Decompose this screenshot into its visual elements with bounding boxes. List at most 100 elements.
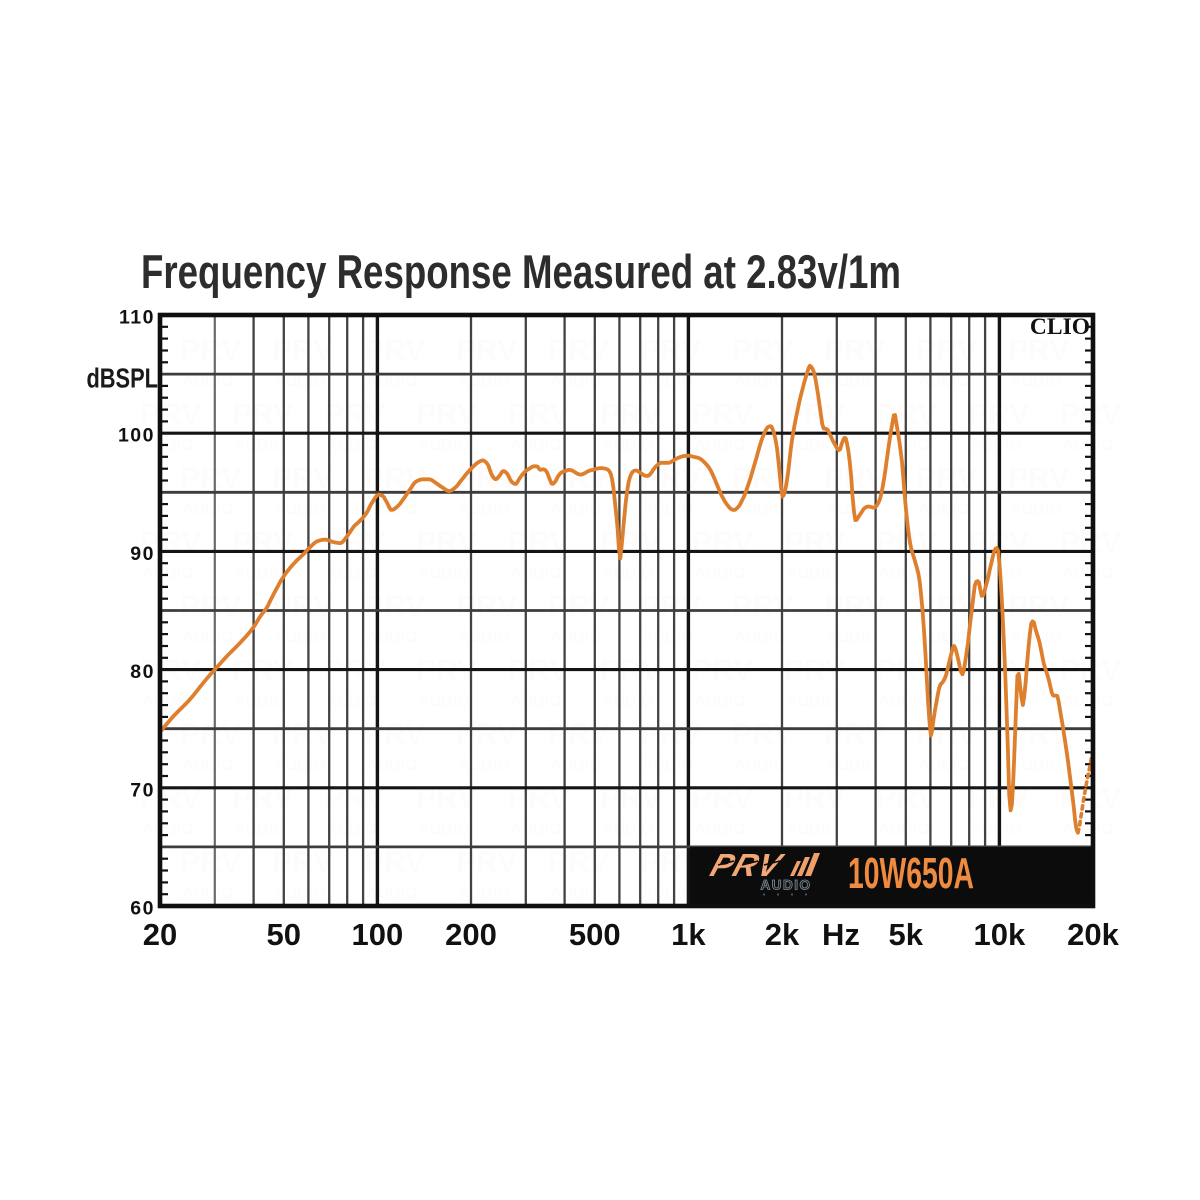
svg-text:PRV: PRV [364,334,425,367]
svg-text:PRV: PRV [1060,398,1121,431]
svg-text:AUDIO: AUDIO [826,757,878,774]
svg-text:AUDIO: AUDIO [274,501,326,518]
svg-text:CLIO: CLIO [1030,314,1090,340]
svg-text:AUDIO: AUDIO [694,565,746,582]
svg-text:90: 90 [130,543,155,565]
svg-text:AUDIO: AUDIO [458,757,510,774]
svg-text:PRV: PRV [916,462,977,495]
svg-text:20k: 20k [1067,917,1119,952]
svg-text:110: 110 [119,307,155,329]
svg-text:AUDIO: AUDIO [1062,565,1114,582]
svg-text:100: 100 [118,425,155,447]
svg-text:AUDIO: AUDIO [510,821,562,838]
svg-text:80: 80 [130,661,155,683]
svg-text:AUDIO: AUDIO [366,757,418,774]
svg-text:50: 50 [267,917,301,952]
svg-text:AUDIO: AUDIO [642,629,694,646]
svg-text:PRV: PRV [180,846,241,879]
svg-text:AUDIO: AUDIO [602,565,654,582]
svg-text:PRV: PRV [692,398,753,431]
svg-text:PRV: PRV [548,590,609,623]
svg-text:PRV: PRV [732,590,793,623]
svg-text:AUDIO: AUDIO [826,373,878,390]
svg-text:PRV: PRV [1008,590,1069,623]
svg-text:AUDIO: AUDIO [642,501,694,518]
svg-text:AUDIO: AUDIO [970,437,1022,454]
svg-text:AUDIO: AUDIO [418,565,470,582]
svg-text:PRV: PRV [640,334,701,367]
svg-text:AUDIO: AUDIO [326,821,378,838]
svg-text:AUDIO: AUDIO [602,821,654,838]
svg-text:AUDIO: AUDIO [1062,693,1114,710]
svg-text:PRV: PRV [640,462,701,495]
svg-text:AUDIO: AUDIO [510,565,562,582]
svg-text:PRV: PRV [732,718,793,751]
svg-text:PRV: PRV [1060,526,1121,559]
svg-text:PRV: PRV [416,398,477,431]
svg-text:dBSPL: dBSPL [86,363,158,394]
svg-text:AUDIO: AUDIO [694,693,746,710]
svg-text:AUDIO: AUDIO [918,501,970,518]
svg-text:AUDIO: AUDIO [918,373,970,390]
svg-text:PRV: PRV [916,334,977,367]
svg-text:PRV: PRV [692,526,753,559]
svg-text:PRV: PRV [180,462,241,495]
svg-text:AUDIO: AUDIO [458,501,510,518]
svg-text:PRV: PRV [600,526,661,559]
svg-text:PRV: PRV [732,334,793,367]
svg-text:AUDIO: AUDIO [326,693,378,710]
svg-text:AUDIO: AUDIO [786,821,838,838]
svg-text:AUDIO: AUDIO [510,437,562,454]
svg-text:PRV: PRV [916,590,977,623]
svg-text:PRV: PRV [364,718,425,751]
svg-text:PRV: PRV [180,718,241,751]
svg-text:PRV: PRV [508,526,569,559]
svg-text:AUDIO: AUDIO [761,878,812,893]
svg-text:AUDIO: AUDIO [878,821,930,838]
svg-text:AUDIO: AUDIO [234,821,286,838]
svg-text:PRV: PRV [640,590,701,623]
svg-text:20: 20 [143,917,177,952]
svg-text:PRV: PRV [640,718,701,751]
svg-text:AUDIO: AUDIO [418,693,470,710]
svg-text:AUDIO: AUDIO [458,629,510,646]
svg-text:PRV: PRV [456,718,517,751]
svg-text:AUDIO: AUDIO [274,885,326,902]
svg-text:100: 100 [352,917,404,952]
svg-text:60: 60 [130,898,155,920]
svg-text:PRV: PRV [548,334,609,367]
svg-text:AUDIO: AUDIO [418,437,470,454]
svg-text:AUDIO: AUDIO [510,693,562,710]
svg-text:2k: 2k [765,917,800,952]
svg-text:AUDIO: AUDIO [734,757,786,774]
svg-text:PRV: PRV [364,462,425,495]
svg-text:AUDIO: AUDIO [274,629,326,646]
svg-text:10k: 10k [974,917,1026,952]
svg-text:10W650A: 10W650A [848,849,974,898]
svg-text:PRV: PRV [508,398,569,431]
svg-text:AUDIO: AUDIO [366,373,418,390]
svg-text:AUDIO: AUDIO [642,373,694,390]
svg-text:AUDIO: AUDIO [694,437,746,454]
svg-text:70: 70 [130,779,155,801]
svg-text:AUDIO: AUDIO [142,565,194,582]
svg-text:PRV: PRV [272,718,333,751]
svg-text:AUDIO: AUDIO [274,757,326,774]
svg-text:PRV: PRV [456,846,517,879]
svg-text:AUDIO: AUDIO [326,565,378,582]
svg-text:PRV: PRV [272,334,333,367]
svg-text:AUDIO: AUDIO [234,565,286,582]
svg-text:AUDIO: AUDIO [274,373,326,390]
svg-text:AUDIO: AUDIO [1010,373,1062,390]
svg-text:PRV: PRV [180,590,241,623]
svg-text:PRV: PRV [180,334,241,367]
svg-text:AUDIO: AUDIO [418,821,470,838]
svg-text:AUDIO: AUDIO [182,629,234,646]
svg-text:PRV: PRV [548,718,609,751]
svg-text:AUDIO: AUDIO [642,885,694,902]
svg-text:AUDIO: AUDIO [642,757,694,774]
svg-text:AUDIO: AUDIO [602,437,654,454]
svg-text:AUDIO: AUDIO [786,693,838,710]
svg-text:AUDIO: AUDIO [602,693,654,710]
svg-text:AUDIO: AUDIO [182,501,234,518]
